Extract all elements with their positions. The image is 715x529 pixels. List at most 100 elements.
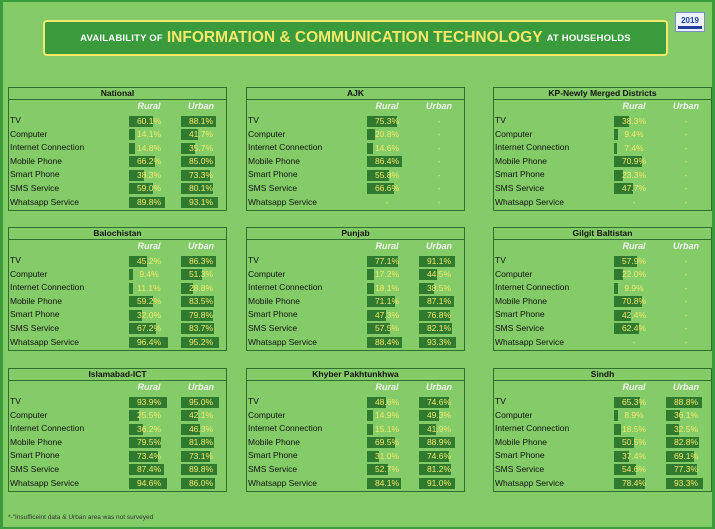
rural-value: 94.6% (136, 478, 162, 489)
rural-value: 62.4% (621, 323, 647, 334)
rural-value: 89.8% (136, 197, 162, 208)
panel-islamabad-ict: Islamabad-ICT Rural Urban TV 93.9% 95.0% Compu… (8, 368, 227, 492)
rural-header: Rural (375, 241, 399, 251)
row-label: Smart Phone (248, 450, 298, 461)
table-row: Computer 20.8% - (247, 128, 464, 142)
urban-value: - (684, 255, 688, 266)
rural-bar (367, 129, 376, 141)
urban-value: 28.8% (188, 282, 214, 293)
urban-header: Urban (425, 382, 452, 392)
panel-gilgit-baltistan: Gilgit Baltistan Rural Urban TV 57.9% - Comput… (493, 227, 712, 351)
rural-value: 9.9% (624, 282, 644, 293)
urban-value-cell: - (666, 129, 706, 140)
rural-header: Rural (622, 382, 646, 392)
panel-title: Islamabad-ICT (9, 369, 226, 381)
rural-value-cell: 11.1% (129, 282, 169, 294)
table-row: Mobile Phone 86.4% - (247, 155, 464, 169)
urban-value: - (684, 115, 688, 126)
rural-value-cell: 62.4% (614, 323, 654, 335)
table-row: Smart Phone 73.4% 73.1% (9, 449, 226, 463)
table-row: Computer 14.9% 49.3% (247, 409, 464, 423)
rural-bar (367, 282, 375, 294)
table-row: Mobile Phone 50.5% 82.8% (494, 436, 711, 450)
rural-value: 66.2% (136, 156, 162, 167)
rural-value: 18.5% (621, 423, 647, 434)
urban-value-cell: 86.0% (181, 478, 221, 490)
row-label: Mobile Phone (248, 295, 300, 306)
rural-value-cell: 14.1% (129, 129, 169, 141)
table-row: Internet Connection 15.1% 41.9% (247, 422, 464, 436)
rural-value-cell: 57.5% (367, 323, 407, 335)
row-label: SMS Service (248, 463, 298, 474)
urban-value: - (437, 142, 441, 153)
rural-value-cell: 60.1% (129, 115, 169, 127)
urban-bar (419, 437, 455, 449)
urban-value-cell: 69.1% (666, 450, 706, 462)
urban-bar (666, 450, 694, 462)
row-label: SMS Service (495, 182, 545, 193)
rural-value-cell: 47.3% (367, 309, 407, 321)
table-row: TV 48.6% 74.6% (247, 395, 464, 409)
rural-value: 70.9% (621, 156, 647, 167)
panel-title: Sindh (494, 369, 711, 381)
rural-value: 15.1% (374, 423, 400, 434)
rural-bar (614, 437, 635, 449)
row-label: TV (10, 396, 21, 406)
column-headers: Rural Urban (494, 381, 711, 395)
rural-bar (367, 478, 401, 490)
urban-value-cell: 86.3% (181, 255, 221, 267)
rural-bar (129, 142, 135, 154)
rural-value: 47.3% (374, 309, 400, 320)
urban-value-cell: 93.3% (666, 478, 706, 490)
urban-header: Urban (672, 101, 699, 111)
table-row: TV 77.1% 91.1% (247, 254, 464, 268)
urban-value-cell: 41.9% (419, 423, 459, 435)
row-label: Mobile Phone (495, 436, 547, 447)
row-label: TV (495, 115, 506, 125)
row-label: SMS Service (248, 322, 298, 333)
rural-bar (614, 464, 636, 476)
rural-value: 32.0% (136, 309, 162, 320)
urban-value-cell: - (419, 197, 459, 208)
urban-value-cell: 77.3% (666, 464, 706, 476)
rural-value: 93.9% (136, 396, 162, 407)
row-label: TV (10, 115, 21, 125)
rural-value: 37.4% (621, 450, 647, 461)
row-label: Mobile Phone (10, 155, 62, 166)
urban-value: 35.7% (188, 142, 214, 153)
urban-value: - (684, 337, 688, 348)
row-label: Internet Connection (248, 282, 323, 293)
urban-value: 42.1% (188, 410, 214, 421)
table-row: Internet Connection 18.1% 38.5% (247, 281, 464, 295)
urban-value-cell: - (666, 256, 706, 267)
urban-value: 76.8% (426, 309, 452, 320)
rural-bar (367, 410, 373, 422)
table-row: Computer 25.5% 42.1% (9, 409, 226, 423)
title-banner: AVAILABILITY OF INFORMATION & COMMUNICAT… (43, 20, 668, 56)
table-row: Smart Phone 55.8% - (247, 168, 464, 182)
rural-value-cell: 65.3% (614, 396, 654, 408)
row-label: Whatsapp Service (248, 336, 317, 347)
row-label: Smart Phone (495, 169, 545, 180)
rural-value: 25.5% (136, 410, 162, 421)
urban-bar (181, 282, 193, 294)
rural-bar (129, 464, 164, 476)
urban-value-cell: - (666, 296, 706, 307)
rural-bar (129, 478, 167, 490)
rural-value: 9.4% (139, 269, 159, 280)
row-label: Smart Phone (248, 309, 298, 320)
urban-header: Urban (672, 382, 699, 392)
panel-title: Khyber Pakhtunkhwa (247, 369, 464, 381)
row-label: TV (248, 255, 259, 265)
row-label: Internet Connection (248, 423, 323, 434)
rural-value-cell: 89.8% (129, 197, 169, 209)
urban-value-cell: 93.3% (419, 337, 459, 349)
rural-value-cell: 79.5% (129, 437, 169, 449)
urban-bar (419, 450, 449, 462)
urban-value-cell: 32.5% (666, 423, 706, 435)
urban-value-cell: - (666, 170, 706, 181)
row-label: Internet Connection (495, 142, 570, 153)
urban-value: 93.1% (188, 197, 214, 208)
rural-value-cell: - (367, 197, 407, 208)
rural-bar (129, 156, 156, 168)
